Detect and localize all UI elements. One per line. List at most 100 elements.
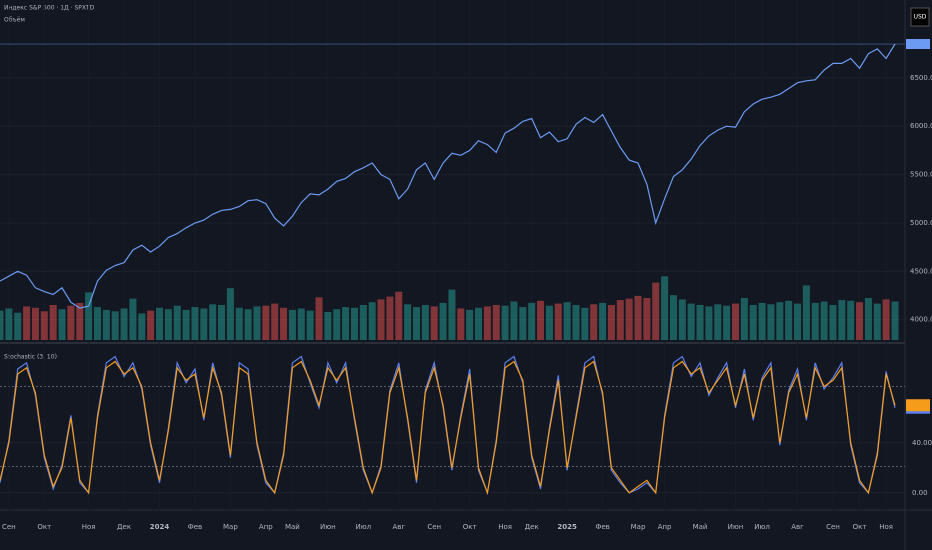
volume-bar	[740, 298, 748, 340]
volume-bar	[102, 309, 110, 340]
volume-bar	[891, 301, 899, 340]
volume-bar	[271, 303, 279, 340]
volume-bar	[678, 299, 686, 340]
volume-bar	[545, 305, 553, 340]
volume-bar	[616, 300, 624, 340]
y-tick-label: 4500.00	[910, 267, 932, 275]
x-tick-label: Апр	[658, 523, 672, 531]
volume-bar	[475, 307, 483, 340]
volume-bar	[253, 306, 261, 340]
volume-bar	[776, 302, 784, 340]
volume-bar	[200, 308, 208, 340]
x-tick-label: Апр	[259, 523, 273, 531]
last-value-badge	[906, 399, 930, 412]
x-tick-label: Окт	[37, 523, 51, 531]
volume-bar	[147, 310, 155, 340]
volume-bar	[350, 307, 358, 340]
volume-bar	[767, 304, 775, 340]
volume-bar	[40, 311, 48, 340]
volume-bar	[359, 305, 367, 340]
volume-bar	[537, 300, 545, 340]
volume-bar	[404, 304, 412, 340]
x-tick-label: Фев	[595, 523, 609, 531]
volume-bar	[14, 312, 22, 340]
volume-bar	[49, 305, 57, 340]
volume-bar	[421, 305, 429, 340]
volume-bar	[634, 295, 642, 340]
volume-bar	[226, 288, 234, 340]
volume-bar	[731, 303, 740, 340]
volume-bar	[85, 292, 93, 340]
volume-bar	[209, 304, 217, 340]
volume-bar	[430, 306, 438, 340]
volume-bar	[164, 309, 172, 340]
x-tick-label: Дек	[525, 523, 539, 531]
x-tick-label: Май	[285, 523, 300, 531]
volume-bar	[554, 303, 562, 340]
volume-bar	[0, 310, 4, 340]
volume-bar	[368, 302, 376, 340]
x-tick-label: Сен	[427, 523, 441, 531]
y-tick-label: 5500.00	[910, 171, 932, 179]
x-tick-label: Июл	[754, 523, 770, 531]
x-tick-label: Дек	[117, 523, 131, 531]
y-tick-label: 4000.00	[910, 316, 932, 324]
volume-bar	[297, 308, 305, 340]
volume-bar	[288, 309, 296, 340]
volume-bar	[218, 305, 226, 340]
volume-bar	[820, 301, 828, 340]
volume-bar	[466, 309, 474, 340]
volume-title: Объём	[4, 17, 25, 24]
x-tick-label: Окт	[853, 523, 867, 531]
volume-bar	[191, 307, 199, 340]
volume-bar	[847, 300, 855, 340]
y-tick-label: 0.00	[912, 489, 928, 497]
x-tick-label: Июн	[320, 523, 336, 531]
x-tick-label: Мар	[631, 523, 646, 531]
volume-bar	[563, 302, 571, 340]
volume-bar	[93, 307, 101, 340]
volume-bar	[882, 299, 890, 340]
currency: USD	[914, 14, 927, 21]
volume-bar	[306, 310, 314, 340]
volume-bar	[758, 302, 766, 340]
price-line	[0, 43, 896, 309]
currency-box[interactable]	[910, 7, 930, 27]
volume-bar	[244, 309, 252, 340]
volume-bar	[864, 298, 872, 340]
x-tick-label: 2025	[557, 523, 577, 531]
volume-bar	[625, 298, 633, 340]
volume-bar	[492, 305, 500, 340]
volume-bar	[58, 309, 66, 340]
volume-bar	[856, 302, 864, 340]
volume-bar	[519, 307, 527, 340]
volume-bar	[5, 308, 13, 340]
volume-bar	[31, 307, 39, 340]
volume-bar	[528, 302, 536, 340]
x-tick-label: Июн	[728, 523, 744, 531]
chart-title: Индекс S&P 500 · 1Д · SPXTD	[4, 5, 95, 12]
volume-bar	[315, 297, 323, 340]
volume-bar	[412, 307, 420, 340]
volume-bar	[590, 304, 598, 340]
x-tick-label: Ноя	[498, 523, 512, 531]
volume-bar	[652, 282, 660, 340]
y-tick-label: 6000.00	[910, 122, 932, 130]
volume-bar	[262, 305, 270, 340]
volume-bar	[696, 305, 704, 340]
volume-bar	[386, 296, 394, 340]
volume-bar	[510, 301, 518, 340]
volume-bar	[838, 300, 846, 340]
x-tick-label: Мар	[223, 523, 238, 531]
x-tick-label: Ноя	[82, 523, 96, 531]
volume-bar	[785, 300, 793, 340]
volume-bar	[67, 305, 75, 340]
x-tick-label: Авг	[392, 523, 405, 531]
volume-bar	[377, 299, 385, 340]
volume-bar	[76, 302, 84, 340]
oscillator-title: Stochastic (3, 10)	[4, 354, 57, 361]
x-tick-label: Фев	[188, 523, 202, 531]
volume-bar	[599, 302, 607, 340]
